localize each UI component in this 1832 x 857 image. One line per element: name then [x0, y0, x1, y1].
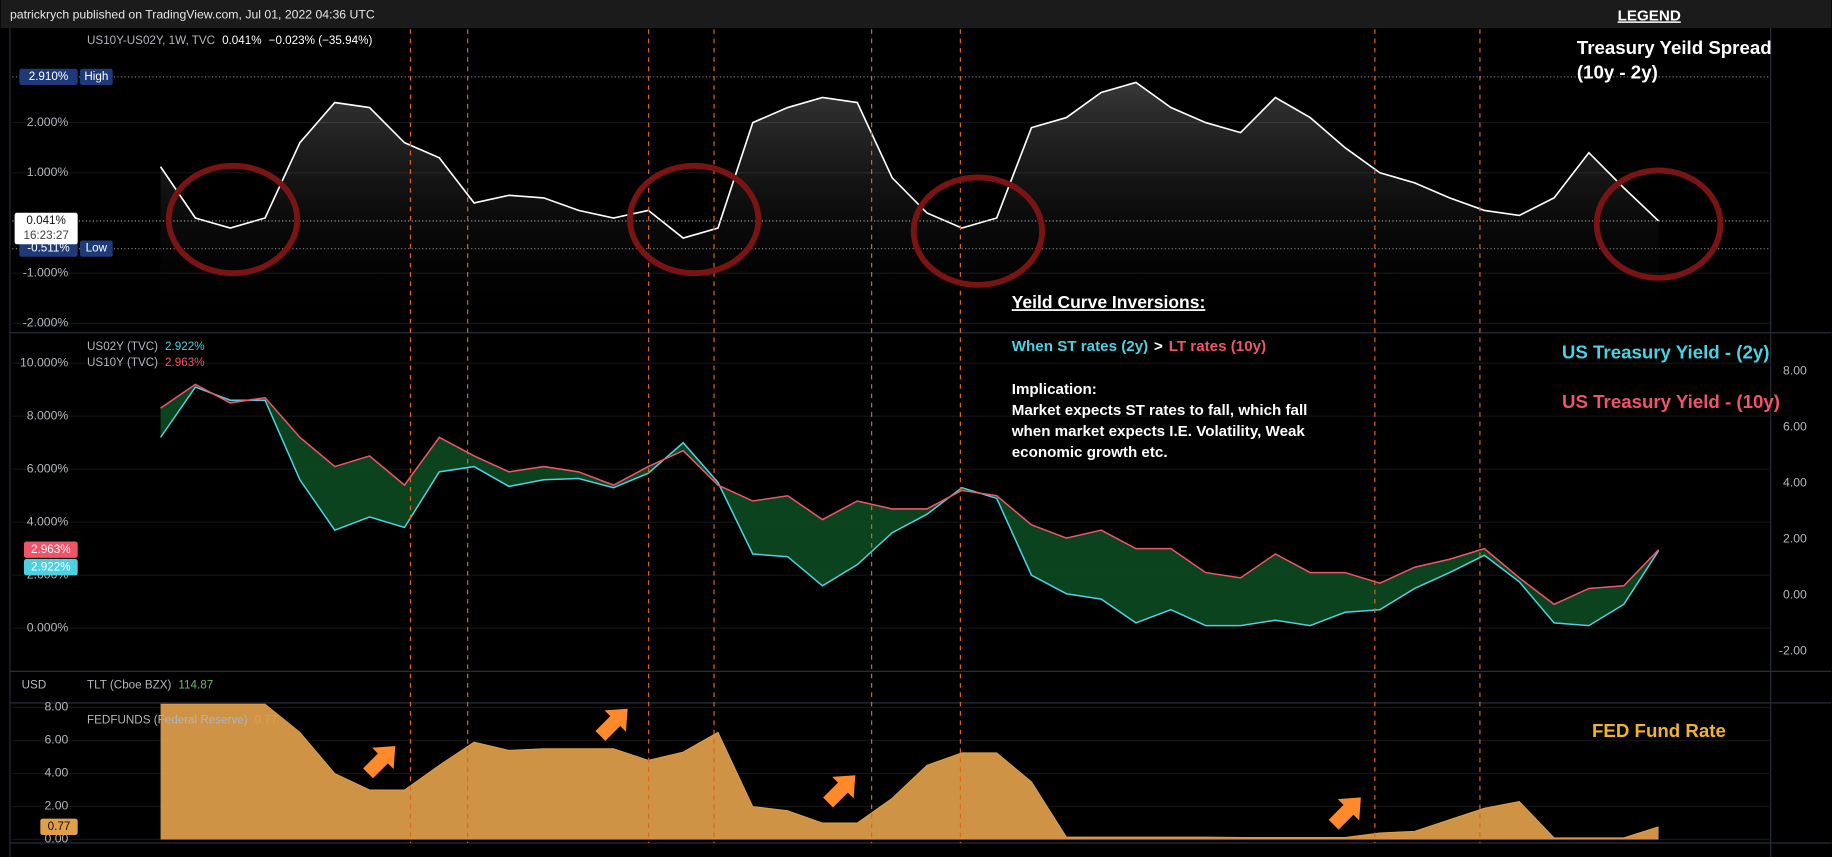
annotation: when market expects I.E. Volatility, Wea…: [1011, 423, 1306, 440]
pane-legend: TLT (Cboe BZX) 114.87: [87, 678, 213, 691]
y2-tick-label: 6.00: [1783, 419, 1807, 433]
y2-tick-label: 0.00: [1783, 588, 1807, 602]
last-tag-time: 16:23:27: [23, 229, 68, 242]
series-tag: 2.922%: [31, 560, 71, 573]
pane-legend: FEDFUNDS (Federal Reserve) 0.77: [87, 713, 277, 726]
y2-tick-label: 2.00: [1783, 532, 1807, 546]
last-value: 0.77: [255, 713, 278, 726]
arrow: [595, 708, 628, 741]
level-tag: 2.910%: [29, 70, 69, 83]
y-tick-label: 8.000%: [27, 408, 69, 422]
y-tick-label: 2.00: [44, 799, 68, 813]
level-name-bg: [80, 68, 113, 86]
spread-band: [160, 384, 1659, 626]
level-tag: -0.511%: [27, 242, 70, 255]
level-name: High: [84, 70, 108, 83]
arrow: [363, 746, 396, 779]
y-tick-label: -1.000%: [23, 265, 69, 279]
annotation: FED Fund Rate: [1592, 720, 1726, 741]
y-tick-label: 4.00: [44, 766, 68, 780]
area-fill: [160, 82, 1659, 331]
y-tick-label: -2.000%: [23, 316, 69, 330]
y2-tick-label: 8.00: [1783, 363, 1807, 377]
annotation-part: >: [1154, 338, 1163, 355]
y-tick-label: 4.000%: [27, 514, 69, 528]
y-tick-label: 1.000%: [27, 165, 69, 179]
symbol: FEDFUNDS (Federal Reserve): [87, 713, 248, 726]
last-tag-bg: [14, 212, 78, 245]
pane-legend: US10Y-US02Y, 1W, TVC 0.041% −0.023% (−35.9…: [87, 34, 372, 47]
level-tag-bg: [19, 68, 78, 86]
y-tick-label: 6.000%: [27, 461, 69, 475]
y2-tick-label: 4.00: [1783, 476, 1807, 490]
y-tick-label: 0.000%: [27, 620, 69, 634]
annotation: Treasury Yeild Spread: [1577, 37, 1772, 58]
annotation: Yeild Curve Inversions:: [1012, 292, 1206, 312]
annotation-part: When ST rates (2y): [1012, 338, 1148, 355]
series-tag: 2.963%: [31, 543, 71, 556]
legend-title: LEGEND: [1618, 7, 1681, 24]
pane-borders: [9, 28, 1832, 857]
last-tag: 0.041%: [26, 214, 66, 227]
annotation: When ST rates (2y) > LT rates (10y): [1012, 338, 1266, 355]
annotation: US Treasury Yield - (2y): [1562, 342, 1770, 363]
y-tick-label: 8.00: [44, 700, 68, 714]
series-tag-bg: [23, 559, 78, 576]
annotation-part: LT rates (10y): [1169, 338, 1266, 355]
annotation: economic growth etc.: [1012, 444, 1168, 461]
arrows: [363, 708, 1361, 830]
y-tick-label: 10.000%: [20, 355, 68, 369]
circle: [910, 174, 1046, 288]
circle: [1593, 167, 1724, 281]
currency-label: USD: [22, 678, 47, 691]
header-bar: [0, 0, 1832, 29]
series-name: US10Y (TVC): [87, 356, 158, 369]
last-tag: 0.77: [48, 820, 71, 833]
circle: [627, 162, 762, 277]
annotation: Market expects ST rates to fall, which f…: [1012, 402, 1308, 419]
change: −0.023% (−35.94%): [269, 34, 373, 47]
annotation: US Treasury Yield - (10y): [1562, 391, 1780, 412]
plot-area: 2.000%1.000%-1.000%-2.000%0.000%2.000%4.…: [12, 76, 1807, 846]
price-tags: 2.910% High -0.511% Low 0.041% 16:23:27 US02Y …: [14, 68, 205, 835]
annotation: Implication:: [1012, 381, 1097, 398]
inversion-circles: [165, 162, 1724, 288]
pane-legend: US10Y (TVC) 2.963%: [87, 356, 205, 369]
area-fill: [160, 704, 1659, 840]
last-tag-bg: [40, 818, 78, 835]
level-name-bg: [80, 240, 113, 257]
series-last: 2.963%: [165, 356, 205, 369]
last-value: 0.041%: [222, 34, 262, 47]
level-tag-bg: [19, 240, 78, 257]
symbol: US10Y-US02Y, 1W, TVC: [87, 34, 215, 47]
series-tag-bg: [23, 541, 78, 558]
y-tick-label: 0.00: [44, 832, 68, 846]
arrow: [1328, 797, 1361, 830]
annotation: (10y - 2y): [1577, 61, 1658, 82]
symbol: TLT (Cboe BZX): [87, 678, 172, 691]
last-value: 114.87: [178, 678, 213, 691]
line: [160, 383, 1660, 606]
pane-legend: US02Y (TVC) 2.922%: [87, 340, 205, 353]
series-name: US02Y (TVC): [87, 340, 158, 353]
header-text: patrickrych published on TradingView.com…: [10, 7, 375, 21]
circle: [165, 162, 301, 277]
y-tick-label: 6.00: [44, 733, 68, 747]
level-name: Low: [86, 242, 108, 255]
series-last: 2.922%: [165, 340, 205, 353]
y-tick-label: 2.000%: [27, 115, 69, 129]
arrow: [823, 775, 856, 808]
y2-tick-label: -2.00: [1779, 644, 1807, 658]
